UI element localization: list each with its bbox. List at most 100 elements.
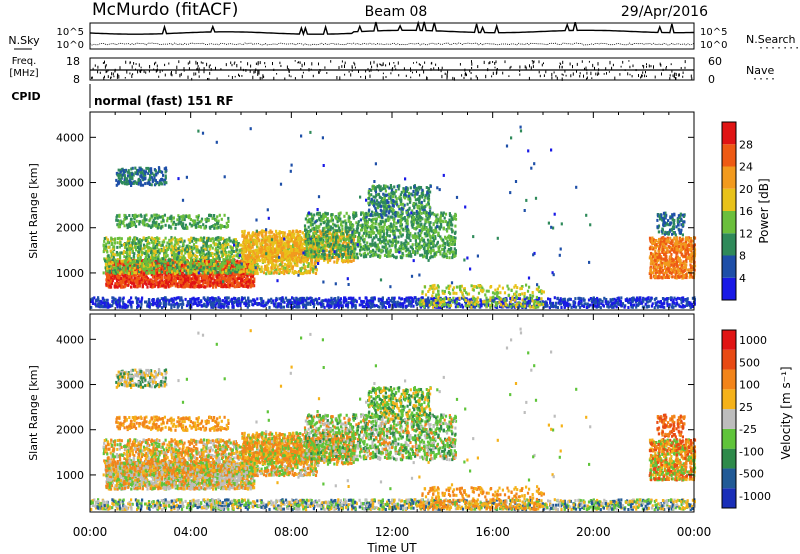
power-cell [182,243,185,247]
nave-point [240,61,242,63]
power-cell [276,249,279,253]
power-cell [214,285,218,289]
nave-point [641,75,643,78]
power-cell [292,243,295,247]
power-cell [120,243,123,247]
power-cell [301,246,304,250]
power-cell [144,257,148,261]
power-cell [142,276,145,279]
power-cell [333,260,336,264]
power-cell [107,262,111,266]
power-cell [224,252,228,256]
power-cell [220,250,223,254]
power-cell [231,247,234,250]
nave-point [530,66,532,70]
power-cell [116,280,119,284]
nave-point [496,68,498,71]
nave-point [675,72,677,76]
power-cell [201,276,204,280]
nave-point [438,68,440,71]
power-cell [198,258,201,261]
power-cell [255,259,259,263]
power-cell [185,273,189,277]
nave-point [648,64,650,68]
power-cell [263,267,266,271]
power-cell [182,285,185,289]
power-cell [158,272,161,276]
power-cell [212,240,215,244]
power-cell [240,270,243,274]
nave-point [632,64,634,68]
nave-point [453,77,455,81]
power-cell [254,239,257,243]
power-cell [177,254,180,258]
power-cell [154,276,158,280]
power-cell [128,261,131,265]
power-cell [157,237,160,241]
nave-point [183,67,185,71]
nave-point [638,74,639,78]
power-cell [116,241,119,245]
power-cell [336,260,339,264]
power-cell [243,238,246,242]
power-cell [296,264,299,268]
power-cell [257,236,260,240]
power-cell [284,269,287,273]
nave-point [446,73,448,77]
nave-point [189,60,191,64]
nave-point [97,65,99,69]
power-cell [147,249,150,253]
power-cell [286,252,289,256]
power-cell [248,264,252,268]
power-cell [176,272,180,276]
power-cell [175,257,179,261]
power-cell [221,245,225,249]
power-cell [178,284,181,288]
power-cell [118,272,122,275]
power-cell [133,263,136,267]
nave-point [570,74,572,78]
nave-point [228,75,230,77]
power-cell [165,264,169,268]
nave-point [310,68,312,71]
power-cell [126,279,129,283]
power-cell [299,230,302,233]
power-cell [250,279,253,283]
power-cell [152,247,155,251]
power-cell [124,251,127,254]
power-cell [140,239,143,243]
power-cell [150,283,153,287]
nave-point [297,61,299,64]
nave-point [188,67,190,71]
power-cell [171,283,174,287]
power-cell [145,252,148,256]
nave-point [465,72,467,76]
nave-point [595,72,597,76]
power-cell [112,270,115,274]
power-cell [183,248,187,252]
power-cell [218,280,221,284]
nave-point [348,71,350,73]
power-cell [131,264,134,268]
nave-point [525,66,527,70]
nave-point [202,62,204,65]
power-cell [194,275,197,279]
power-cell [276,265,279,269]
power-cell [267,245,270,249]
power-cell [186,260,189,264]
power-cell [125,248,129,252]
power-cell [290,233,293,237]
nave-point [447,70,449,74]
nave-point [510,65,512,68]
power-cell [223,277,226,280]
nave-point [561,66,563,69]
power-cell [206,276,209,280]
power-cell [350,260,353,263]
power-cell [194,284,198,288]
power-cell [138,244,141,247]
power-cell [136,265,139,269]
power-cell [149,251,153,255]
power-cell [157,283,160,287]
power-cell [147,253,150,257]
nave-point [344,64,345,68]
